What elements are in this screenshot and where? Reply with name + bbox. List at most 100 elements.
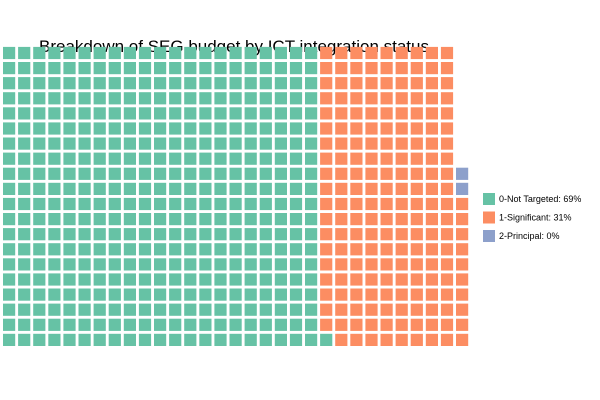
waffle-square-0-not-targeted [305, 46, 318, 60]
waffle-square-1-significant [365, 197, 378, 211]
waffle-square-0-not-targeted [123, 318, 136, 331]
waffle-square-1-significant [440, 122, 454, 135]
waffle-square-2-principal [456, 167, 469, 180]
waffle-square-0-not-targeted [169, 318, 182, 331]
waffle-square-0-not-targeted [184, 62, 197, 75]
waffle-square-0-not-targeted [214, 182, 227, 195]
legend: 0-Not Targeted: 69% 1-Significant: 31% 2-P… [483, 193, 581, 242]
waffle-square-1-significant [335, 62, 348, 75]
waffle-square-0-not-targeted [93, 46, 106, 60]
waffle-square-0-not-targeted [154, 228, 167, 241]
waffle-square-1-significant [456, 288, 469, 301]
waffle-square-0-not-targeted [214, 77, 227, 90]
waffle-square-0-not-targeted [93, 167, 106, 180]
waffle-square-0-not-targeted [289, 303, 303, 316]
waffle-square-0-not-targeted [154, 137, 167, 150]
waffle-square-0-not-targeted [93, 213, 106, 226]
waffle-square-0-not-targeted [93, 197, 106, 211]
waffle-square-0-not-targeted [289, 273, 303, 286]
waffle-square-1-significant [456, 273, 469, 286]
waffle-square-0-not-targeted [93, 92, 106, 105]
waffle-square-0-not-targeted [214, 258, 227, 271]
waffle-square-0-not-targeted [154, 152, 167, 165]
waffle-square-0-not-targeted [48, 46, 61, 60]
waffle-square-0-not-targeted [18, 92, 31, 105]
waffle-square-1-significant [335, 46, 348, 60]
waffle-square-1-significant [335, 273, 348, 286]
waffle-square-0-not-targeted [33, 152, 46, 165]
waffle-square-0-not-targeted [108, 197, 121, 211]
waffle-square-0-not-targeted [169, 273, 182, 286]
waffle-square-0-not-targeted [244, 137, 257, 150]
waffle-square-0-not-targeted [3, 273, 16, 286]
waffle-square-0-not-targeted [108, 62, 121, 75]
waffle-square-0-not-targeted [259, 46, 272, 60]
waffle-square-1-significant [425, 92, 438, 105]
waffle-square-0-not-targeted [48, 197, 61, 211]
waffle-square-0-not-targeted [169, 137, 182, 150]
waffle-square-0-not-targeted [138, 303, 152, 316]
waffle-square-0-not-targeted [33, 273, 46, 286]
waffle-square-0-not-targeted [78, 122, 91, 135]
waffle-square-0-not-targeted [33, 62, 46, 75]
waffle-square-0-not-targeted [199, 152, 212, 165]
waffle-square-1-significant [350, 213, 363, 226]
waffle-square-0-not-targeted [63, 62, 76, 75]
waffle-square-1-significant [395, 77, 408, 90]
waffle-square-1-significant [425, 303, 438, 316]
waffle-square-0-not-targeted [305, 258, 318, 271]
waffle-square-0-not-targeted [259, 107, 272, 120]
waffle-square-0-not-targeted [274, 213, 287, 226]
waffle-square-1-significant [320, 167, 333, 180]
waffle-square-0-not-targeted [154, 77, 167, 90]
waffle-squares [3, 46, 469, 346]
waffle-square-1-significant [440, 167, 454, 180]
waffle-square-0-not-targeted [229, 273, 242, 286]
waffle-square-0-not-targeted [305, 273, 318, 286]
waffle-square-0-not-targeted [274, 152, 287, 165]
waffle-square-0-not-targeted [93, 77, 106, 90]
waffle-square-1-significant [395, 92, 408, 105]
waffle-square-1-significant [456, 228, 469, 241]
waffle-square-0-not-targeted [78, 213, 91, 226]
waffle-square-0-not-targeted [289, 213, 303, 226]
waffle-square-1-significant [395, 152, 408, 165]
waffle-square-0-not-targeted [289, 258, 303, 271]
waffle-square-0-not-targeted [259, 182, 272, 195]
waffle-square-0-not-targeted [199, 273, 212, 286]
waffle-square-1-significant [440, 92, 454, 105]
waffle-square-0-not-targeted [184, 228, 197, 241]
waffle-square-0-not-targeted [78, 273, 91, 286]
waffle-square-0-not-targeted [259, 62, 272, 75]
waffle-square-0-not-targeted [138, 318, 152, 331]
waffle-square-0-not-targeted [108, 303, 121, 316]
waffle-square-0-not-targeted [274, 318, 287, 331]
waffle-square-0-not-targeted [184, 197, 197, 211]
waffle-square-0-not-targeted [244, 303, 257, 316]
waffle-square-0-not-targeted [18, 197, 31, 211]
waffle-square-0-not-targeted [3, 46, 16, 60]
waffle-square-0-not-targeted [244, 228, 257, 241]
waffle-square-0-not-targeted [259, 318, 272, 331]
waffle-square-0-not-targeted [108, 333, 121, 346]
waffle-square-0-not-targeted [244, 152, 257, 165]
waffle-square-0-not-targeted [138, 288, 152, 301]
waffle-square-0-not-targeted [108, 228, 121, 241]
waffle-square-0-not-targeted [214, 152, 227, 165]
waffle-square-0-not-targeted [18, 77, 31, 90]
waffle-square-1-significant [335, 303, 348, 316]
waffle-square-1-significant [425, 228, 438, 241]
waffle-square-0-not-targeted [214, 288, 227, 301]
waffle-square-0-not-targeted [48, 303, 61, 316]
waffle-square-1-significant [350, 77, 363, 90]
waffle-square-0-not-targeted [229, 92, 242, 105]
waffle-square-1-significant [410, 62, 423, 75]
waffle-square-0-not-targeted [229, 77, 242, 90]
waffle-square-0-not-targeted [33, 213, 46, 226]
waffle-square-1-significant [365, 152, 378, 165]
waffle-square-0-not-targeted [63, 197, 76, 211]
waffle-square-0-not-targeted [214, 167, 227, 180]
waffle-square-1-significant [320, 288, 333, 301]
waffle-square-0-not-targeted [289, 122, 303, 135]
waffle-square-0-not-targeted [18, 303, 31, 316]
